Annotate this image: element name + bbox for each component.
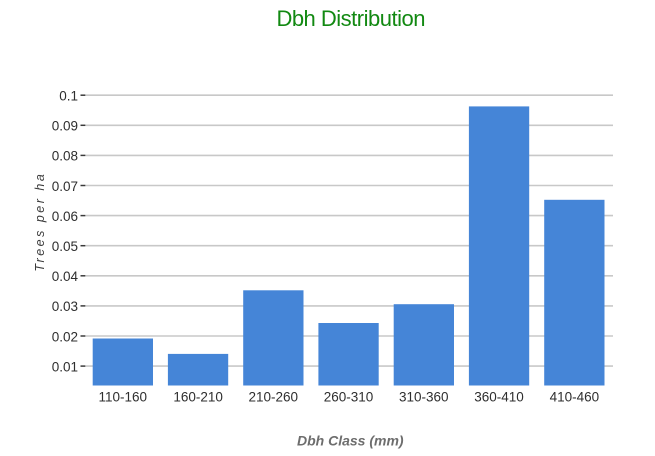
svg-text:0.04: 0.04	[52, 269, 79, 284]
svg-text:0.01: 0.01	[52, 359, 78, 374]
svg-text:Trees per ha: Trees per ha	[33, 172, 47, 272]
svg-text:0.08: 0.08	[52, 149, 78, 164]
svg-text:210-260: 210-260	[249, 390, 299, 405]
svg-text:0.03: 0.03	[52, 299, 78, 314]
svg-text:Dbh Class (mm): Dbh Class (mm)	[297, 433, 404, 449]
svg-text:0.09: 0.09	[52, 119, 78, 134]
svg-text:0.07: 0.07	[52, 179, 78, 194]
svg-text:360-410: 360-410	[474, 390, 524, 405]
svg-text:110-160: 110-160	[99, 390, 148, 405]
svg-text:160-210: 160-210	[173, 390, 223, 405]
svg-text:0.05: 0.05	[52, 239, 78, 254]
svg-text:410-460: 410-460	[550, 390, 600, 405]
svg-text:0.1: 0.1	[59, 89, 78, 104]
svg-text:260-310: 260-310	[324, 390, 374, 405]
svg-text:Dbh Distribution: Dbh Distribution	[276, 6, 425, 31]
svg-text:310-360: 310-360	[399, 390, 449, 405]
svg-text:0.06: 0.06	[52, 209, 78, 224]
svg-text:0.02: 0.02	[52, 329, 78, 344]
